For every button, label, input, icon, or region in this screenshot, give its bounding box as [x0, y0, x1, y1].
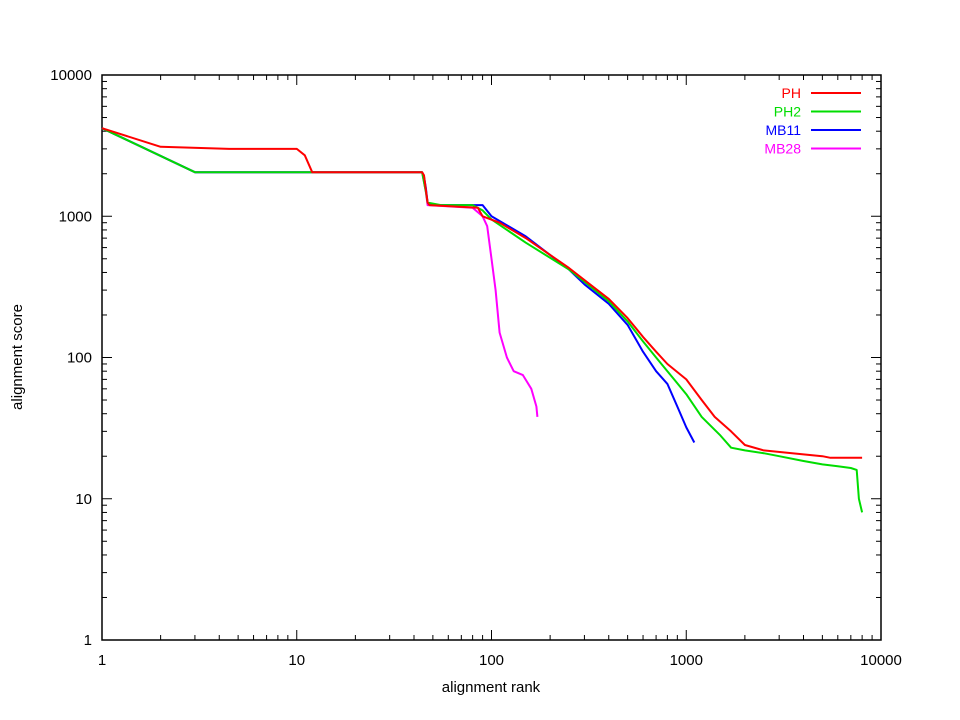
series-lines [101, 127, 864, 513]
y-tick-label: 10000 [50, 67, 92, 84]
axis-ticks [101, 75, 881, 641]
y-tick-label: 1000 [59, 208, 92, 225]
y-axis-title: alignment score [9, 304, 26, 410]
legend: PH PH2 MB11 MB28 [764, 85, 861, 157]
series-line-ph2 [101, 127, 864, 513]
y-tick-label: 1 [84, 632, 92, 649]
x-tick-label: 100 [479, 652, 504, 669]
axis-tick-labels: 1 10 100 1000 10000 1 10 100 1000 10000 [50, 67, 902, 669]
x-tick-label: 10 [288, 652, 305, 669]
plot-frame [101, 74, 882, 641]
x-axis-title: alignment rank [442, 679, 541, 696]
x-tick-label: 1000 [670, 652, 703, 669]
legend-label-mb28: MB28 [764, 141, 801, 157]
y-tick-label: 100 [67, 350, 92, 367]
series-line-ph [101, 127, 863, 459]
x-tick-label: 10000 [860, 652, 902, 669]
legend-label-mb11: MB11 [765, 122, 801, 138]
y-tick-label: 10 [75, 491, 92, 508]
legend-label-ph2: PH2 [774, 104, 801, 120]
x-tick-label: 1 [98, 652, 106, 669]
legend-label-ph: PH [782, 85, 801, 101]
series-line-mb11 [101, 127, 696, 443]
